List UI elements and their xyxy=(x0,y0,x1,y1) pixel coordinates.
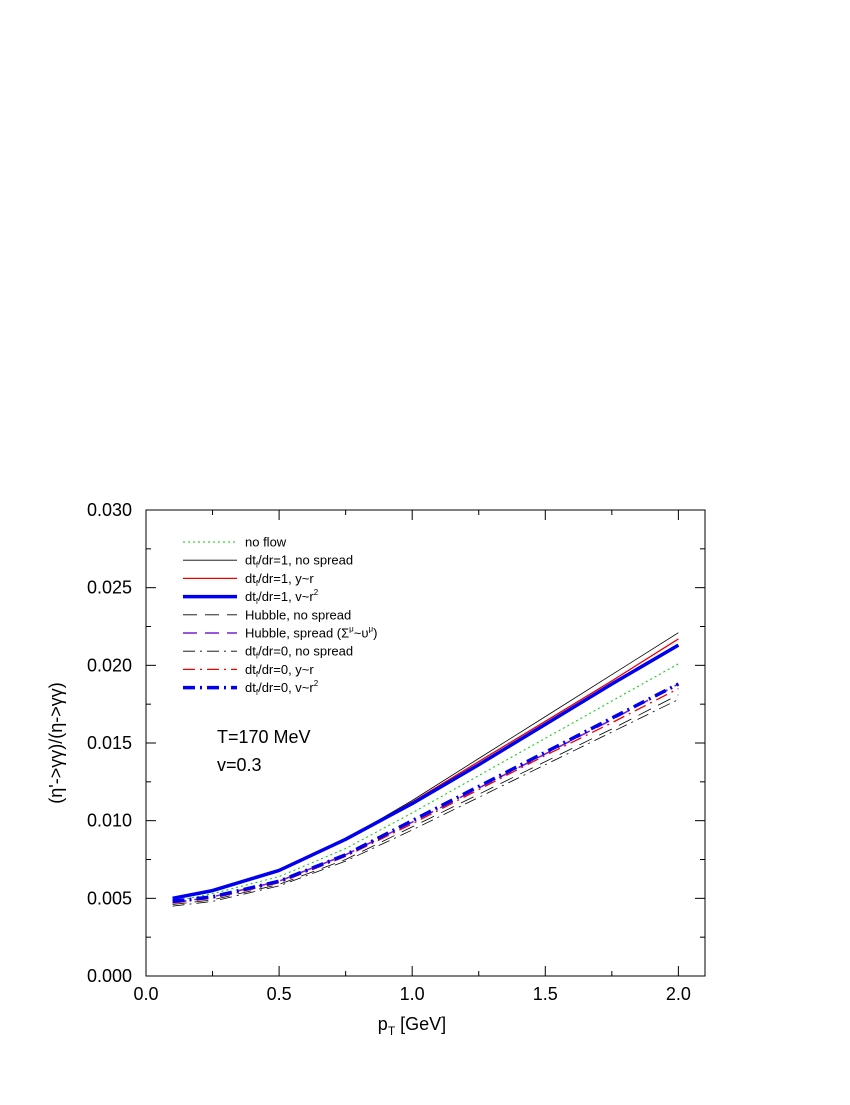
x-axis-title-sub: T xyxy=(388,1024,396,1038)
series-line-5 xyxy=(172,694,679,905)
x-axis-title-main: p xyxy=(378,1014,388,1034)
legend-label-2: dtf/dr=1, no spread xyxy=(245,553,353,570)
x-tick-label: 1.5 xyxy=(533,984,558,1004)
series-layer xyxy=(172,632,680,907)
series-line-7 xyxy=(172,699,679,907)
y-tick-label: 0.015 xyxy=(87,733,132,753)
y-axis-title: (η'->γγ)/(η->γγ) xyxy=(46,682,66,803)
y-tick-label: 0.005 xyxy=(87,888,132,908)
series-line-6 xyxy=(172,683,679,904)
legend-label-4: dtf/dr=1, v~r2 xyxy=(245,588,319,606)
legend-label-9: dtf/dr=0, v~r2 xyxy=(245,679,319,697)
y-tick-label: 0.030 xyxy=(87,500,132,520)
legend-label-3: dtf/dr=1, y~r xyxy=(245,571,314,588)
series-line-9 xyxy=(172,682,680,904)
x-tick-label: 2.0 xyxy=(666,984,691,1004)
legend-label-7: dtf/dr=0, no spread xyxy=(245,644,353,661)
x-axis-title-unit: [GeV] xyxy=(395,1014,446,1034)
legend-label-8: dtf/dr=0, y~r xyxy=(245,662,314,679)
y-tick-label: 0.025 xyxy=(87,578,132,598)
x-axis-title: pT [GeV] xyxy=(378,1014,446,1038)
series-line-4 xyxy=(172,643,680,901)
annotation-temperature: T=170 MeV xyxy=(217,727,311,747)
legend-label-1: no flow xyxy=(245,535,287,550)
legend-label-5: Hubble, no spread xyxy=(245,607,351,622)
x-tick-label: 0.0 xyxy=(133,984,158,1004)
legend-label-6: Hubble, spread (Σμ~υμ) xyxy=(245,625,377,641)
y-tick-label: 0.020 xyxy=(87,655,132,675)
series-line-1 xyxy=(172,663,679,902)
y-tick-label: 0.000 xyxy=(87,966,132,986)
x-tick-label: 1.0 xyxy=(400,984,425,1004)
annotation-velocity: v=0.3 xyxy=(217,755,262,775)
x-tick-label: 0.5 xyxy=(267,984,292,1004)
y-tick-label: 0.010 xyxy=(87,811,132,831)
axis-ticks: 0.0 0.5 1.0 1.5 2.0 0.000 0.005 0.010 0.015 0.020… xyxy=(87,500,705,1004)
